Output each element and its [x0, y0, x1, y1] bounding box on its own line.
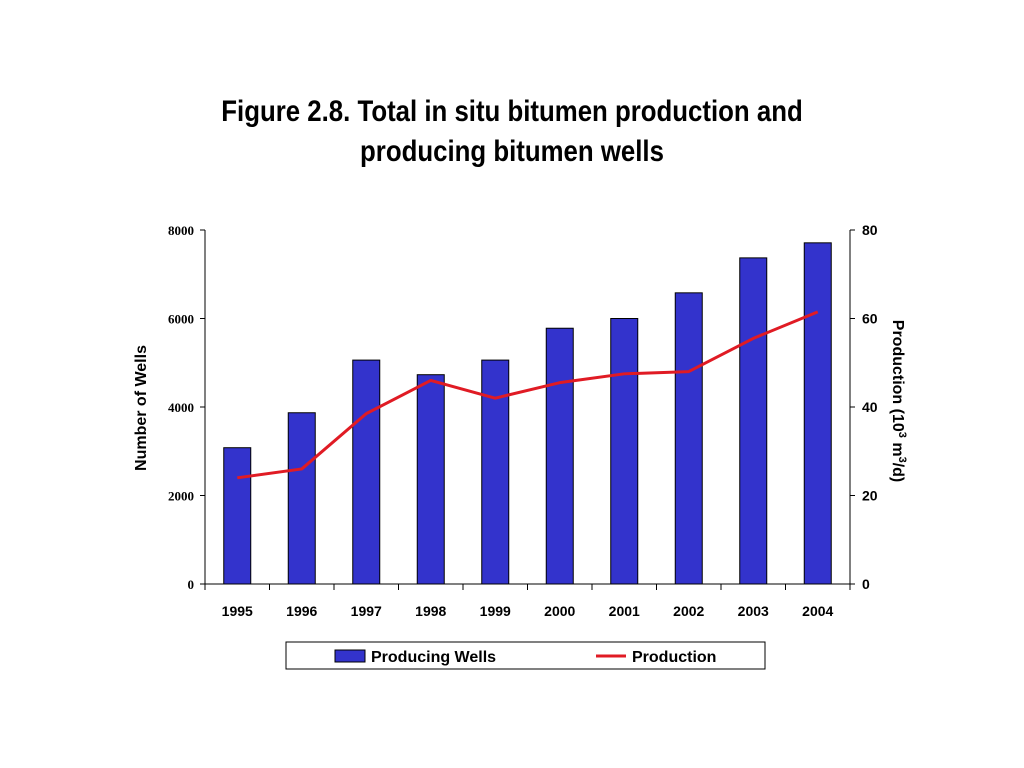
production-line [237, 310, 819, 480]
axes-group: 0 2000 4000 6000 8000 0 20 40 60 80 1995 1996 1997 19… [168, 222, 878, 619]
chart-title-line-1: Figure 2.8. Total in situ bitumen produc… [221, 95, 803, 128]
y-left-tick-6000: 6000 [168, 312, 194, 327]
legend: Producing Wells Production [285, 641, 766, 670]
bar-2002 [674, 292, 703, 585]
legend-swatch-wells [334, 649, 366, 663]
legend-label-wells: Producing Wells [371, 649, 496, 666]
x-tick-2001: 2001 [609, 603, 640, 619]
bar-1999 [481, 359, 510, 585]
bar-2001 [610, 318, 639, 585]
y-axis-left-title: Number of Wells [133, 345, 150, 471]
line-group [237, 310, 819, 480]
y-right-tick-0: 0 [862, 576, 870, 592]
x-tick-1997: 1997 [351, 603, 382, 619]
bar-2000 [545, 327, 574, 585]
x-tick-1999: 1999 [480, 603, 511, 619]
y-right-tick-80: 80 [862, 222, 878, 238]
y-axis-right-title: Production (103 m3/d) [889, 320, 908, 482]
y-right-tick-20: 20 [862, 488, 878, 504]
y-left-tick-2000: 2000 [168, 489, 194, 504]
y-left-tick-0: 0 [188, 577, 195, 592]
bar-1997 [352, 359, 381, 585]
x-tick-1995: 1995 [222, 603, 253, 619]
y-left-tick-4000: 4000 [168, 400, 194, 415]
x-tick-1996: 1996 [286, 603, 317, 619]
x-tick-2003: 2003 [738, 603, 769, 619]
y-left-tick-8000: 8000 [168, 223, 194, 238]
bar-1998 [416, 374, 445, 585]
x-tick-2000: 2000 [544, 603, 575, 619]
y-right-tick-40: 40 [862, 399, 878, 415]
x-tick-2002: 2002 [673, 603, 704, 619]
bar-1995 [223, 447, 252, 585]
x-tick-1998: 1998 [415, 603, 446, 619]
legend-box [285, 641, 766, 670]
bars-group [223, 242, 832, 585]
bar-2003 [739, 257, 768, 585]
bar-2004 [803, 242, 832, 585]
bar-1996 [287, 412, 316, 585]
chart-title: Figure 2.8. Total in situ bitumen produc… [168, 92, 856, 172]
x-tick-2004: 2004 [802, 603, 833, 619]
y-right-tick-60: 60 [862, 311, 878, 327]
chart-title-line-2: producing bitumen wells [360, 135, 664, 168]
legend-label-production: Production [632, 649, 716, 666]
